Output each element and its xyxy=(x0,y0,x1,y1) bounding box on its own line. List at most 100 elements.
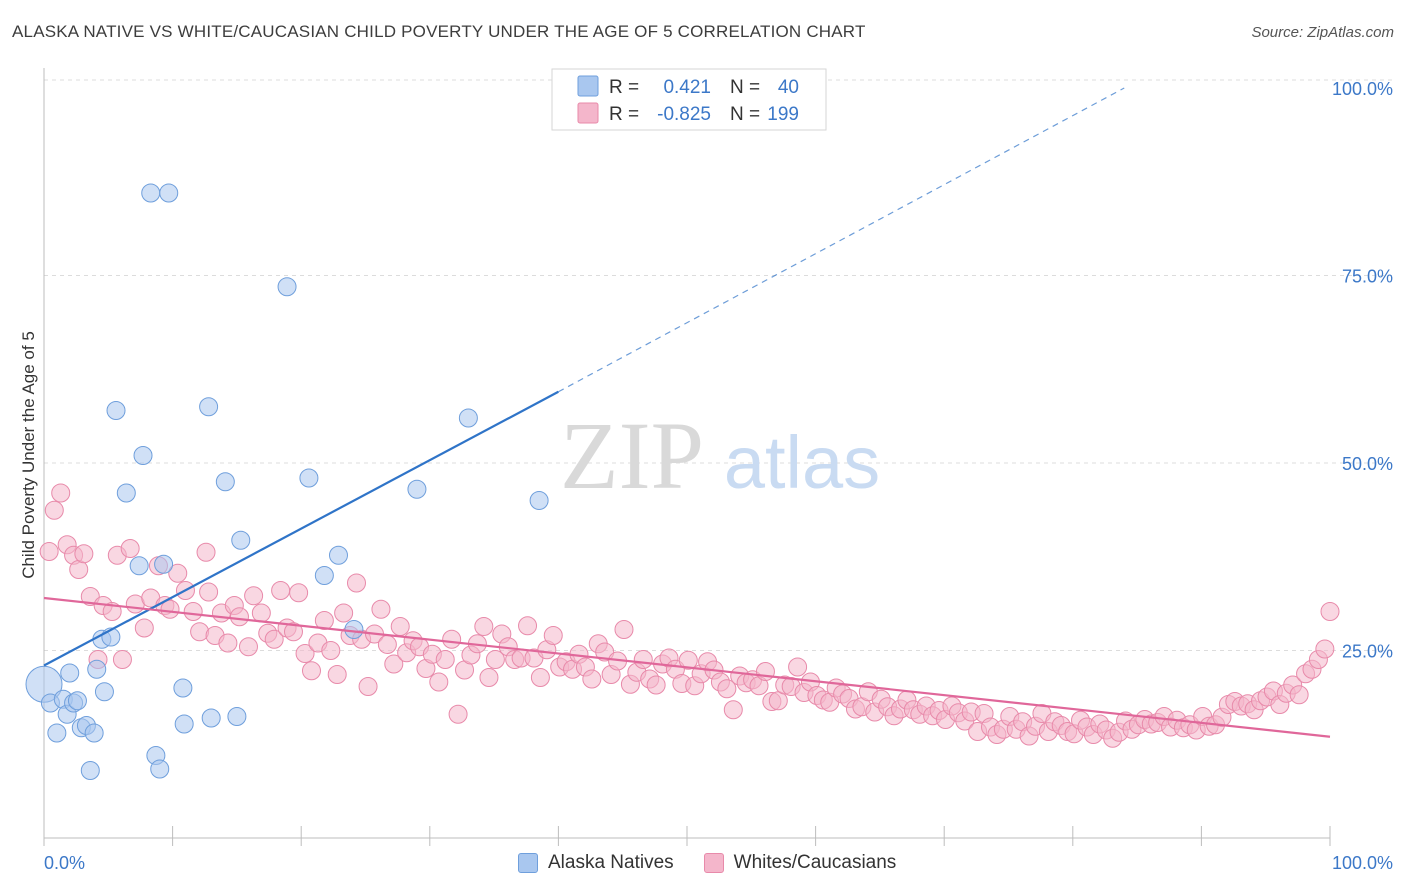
legend-item-whites-caucasians: Whites/Caucasians xyxy=(703,852,897,874)
whites-caucasians-point xyxy=(377,635,397,654)
y-tick-label: 50.0% xyxy=(1342,454,1393,474)
alaska-natives-point xyxy=(299,468,319,488)
alaska-natives-point xyxy=(314,566,334,585)
alaska-natives-trendline xyxy=(43,390,559,667)
whites-caucasians-point xyxy=(314,611,334,630)
alaska-natives-point xyxy=(174,714,194,734)
whites-caucasians-point xyxy=(435,650,455,669)
whites-caucasians-point xyxy=(614,620,634,639)
whites-caucasians-point xyxy=(429,672,449,692)
whites-caucasians-point xyxy=(474,617,494,636)
alaska-natives-point xyxy=(231,530,251,550)
alaska-natives-point xyxy=(199,397,219,417)
stats-r-value-blue: 0.421 xyxy=(663,77,711,98)
stats-n-label-pink: N = xyxy=(730,104,760,125)
stats-swatch-pink xyxy=(577,102,599,124)
whites-caucasians-point xyxy=(196,542,216,562)
whites-caucasians-point xyxy=(102,602,122,621)
stats-swatch-blue xyxy=(577,75,599,97)
whites-caucasians-point xyxy=(678,650,698,670)
whites-caucasians-point xyxy=(251,603,271,623)
alaska-natives-point xyxy=(344,620,364,639)
whites-caucasians-point xyxy=(543,626,563,645)
alaska-natives-point xyxy=(84,723,104,743)
alaska-natives-point xyxy=(67,691,87,711)
alaska-natives-point xyxy=(87,659,107,679)
watermark-zip: ZIP xyxy=(560,402,704,509)
alaska-natives-point xyxy=(159,183,179,203)
whites-caucasians-point xyxy=(183,602,203,621)
series-legend: Alaska Natives Whites/Caucasians xyxy=(518,852,926,874)
alaska-natives-point xyxy=(227,707,247,726)
whites-caucasians-point xyxy=(723,700,743,720)
alaska-natives-point xyxy=(116,483,136,503)
stats-r-label-blue: R = xyxy=(609,77,639,98)
whites-caucasians-point xyxy=(755,662,775,681)
whites-caucasians-point xyxy=(244,586,264,606)
axis-layer xyxy=(43,68,1331,846)
whites-caucasians-point xyxy=(371,599,391,619)
legend-item-alaska-natives: Alaska Natives xyxy=(518,852,674,874)
whites-caucasians-point xyxy=(238,637,258,657)
whites-caucasians-point xyxy=(479,668,499,687)
alaska-natives-point xyxy=(150,759,170,779)
grid-layer xyxy=(44,79,1392,651)
trend-lines xyxy=(43,87,1331,738)
whites-caucasians-point xyxy=(646,675,666,695)
alaska-natives-point xyxy=(407,479,427,499)
y-tick-label: 75.0% xyxy=(1342,267,1393,287)
whites-caucasians-point xyxy=(717,679,737,699)
alaska-natives-point xyxy=(529,491,549,510)
whites-caucasians-point xyxy=(633,650,653,669)
alaska-natives-point xyxy=(94,682,114,702)
whites-caucasians-trendline xyxy=(43,596,1331,738)
whites-caucasians-point xyxy=(69,560,89,579)
legend-label-whites-caucasians: Whites/Caucasians xyxy=(733,852,897,873)
tick-labels: 100.0% 75.0% 50.0% 25.0% 0.0% 100.0% xyxy=(44,79,1393,873)
whites-caucasians-point xyxy=(390,617,410,636)
whites-caucasians-point xyxy=(199,582,219,602)
stats-n-value-pink: 199 xyxy=(767,104,799,125)
alaska-natives-point xyxy=(60,663,80,683)
alaska-natives-point xyxy=(328,545,348,565)
whites-caucasians-point xyxy=(112,650,132,669)
whites-caucasians-point xyxy=(51,483,71,503)
stats-n-label-blue: N = xyxy=(730,77,760,98)
watermark: ZIP atlas xyxy=(560,402,880,509)
whites-caucasians-point xyxy=(301,661,321,681)
alaska-natives-point xyxy=(129,556,149,576)
whites-caucasians-point xyxy=(264,629,284,649)
stats-n-value-blue: 40 xyxy=(778,77,799,98)
alaska-natives-point xyxy=(458,408,478,428)
alaska-natives-point xyxy=(173,678,193,698)
whites-caucasians-point xyxy=(120,539,140,558)
whites-caucasians-point xyxy=(1315,639,1335,659)
whites-caucasians-point xyxy=(334,603,354,623)
alaska-natives-point xyxy=(47,723,67,743)
legend-label-alaska-natives: Alaska Natives xyxy=(548,852,674,873)
whites-caucasians-point xyxy=(485,650,505,669)
x-tick-label-max: 100.0% xyxy=(1332,853,1393,873)
whites-caucasians-point xyxy=(442,629,462,649)
alaska-natives-point xyxy=(133,446,153,465)
source-credit: Source: ZipAtlas.com xyxy=(1251,24,1394,41)
whites-caucasians-point xyxy=(229,607,249,627)
whites-caucasians-point xyxy=(346,573,366,593)
watermark-atlas: atlas xyxy=(724,421,880,504)
whites-caucasians-point xyxy=(321,641,341,660)
alaska-natives-point xyxy=(106,401,126,420)
whites-caucasians-point xyxy=(1320,602,1340,621)
alaska-natives-point xyxy=(154,554,174,574)
legend-swatch-pink xyxy=(703,853,724,873)
whites-caucasians-point xyxy=(448,704,468,724)
stats-r-label-pink: R = xyxy=(609,104,639,125)
whites-caucasians-point xyxy=(44,500,64,520)
y-tick-label: 25.0% xyxy=(1342,642,1393,662)
y-tick-label: 100.0% xyxy=(1332,79,1393,99)
whites-caucasians-point xyxy=(271,581,291,600)
whites-caucasians-point xyxy=(327,665,347,684)
whites-caucasians-points xyxy=(39,483,1340,748)
whites-caucasians-point xyxy=(39,542,59,561)
alaska-natives-point xyxy=(80,761,100,780)
